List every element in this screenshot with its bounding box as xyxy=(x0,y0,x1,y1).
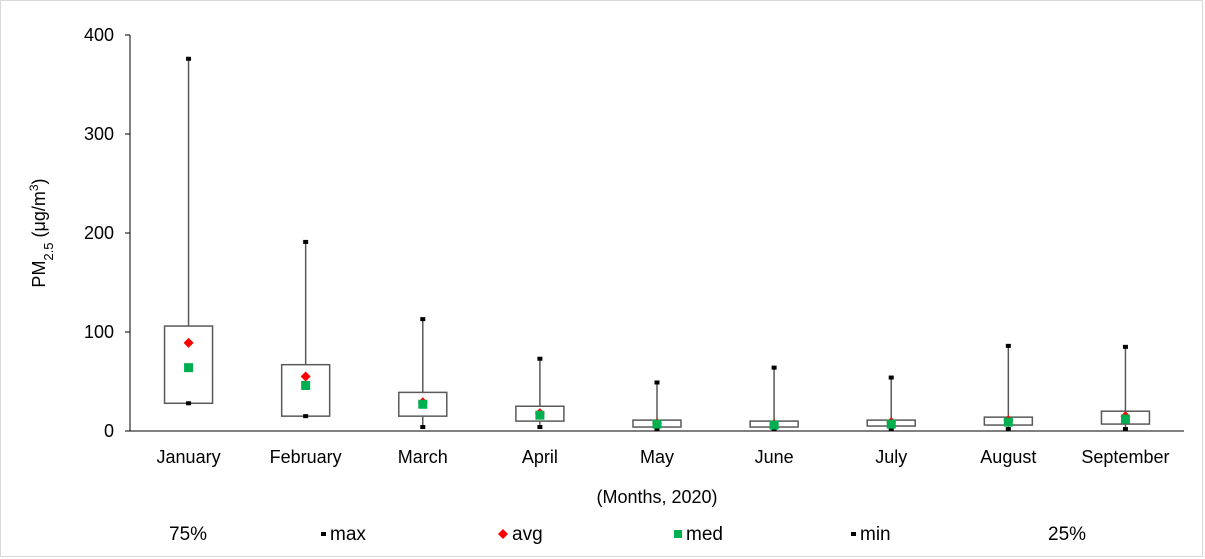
y-axis-title-unit: (μg/m xyxy=(29,191,49,242)
x-tick-label: August xyxy=(980,447,1036,467)
legend-label: 75% xyxy=(169,524,207,545)
max-marker xyxy=(303,239,309,244)
max-marker xyxy=(186,56,192,61)
box-april xyxy=(515,356,565,430)
box-january xyxy=(163,56,214,406)
box-june xyxy=(749,365,799,432)
x-tick-label: March xyxy=(398,447,448,467)
y-tick-label: 300 xyxy=(84,124,114,144)
min-marker xyxy=(1005,427,1011,432)
med-marker xyxy=(1120,414,1130,424)
x-tick-label: February xyxy=(270,447,342,467)
med-marker xyxy=(184,363,194,373)
max-marker xyxy=(420,317,426,322)
legend-label: 25% xyxy=(1048,524,1086,545)
y-axis-title: PM2.5 (μg/m3) xyxy=(27,178,56,287)
med-marker xyxy=(535,410,545,420)
box-september xyxy=(1100,344,1151,432)
box-july xyxy=(866,375,916,432)
legend-item-max: max xyxy=(321,524,366,545)
legend-label: avg xyxy=(512,524,543,545)
box-march xyxy=(398,317,448,430)
med-marker xyxy=(1003,417,1013,427)
max-marker xyxy=(654,380,660,385)
box-august xyxy=(983,343,1034,432)
avg-marker xyxy=(183,337,194,348)
y-tick-label: 100 xyxy=(84,322,114,342)
max-marker xyxy=(888,375,894,380)
med-marker xyxy=(418,399,428,409)
min-marker xyxy=(303,414,309,419)
min-marker xyxy=(654,427,660,432)
box-may xyxy=(632,380,682,432)
legend-square-marker xyxy=(674,530,682,538)
x-tick-label: January xyxy=(157,447,221,467)
legend-item-min: min xyxy=(851,524,891,545)
y-tick-label: 400 xyxy=(84,25,114,45)
med-marker xyxy=(769,420,779,430)
y-tick-label: 200 xyxy=(84,223,114,243)
max-marker xyxy=(771,365,777,370)
min-marker xyxy=(420,425,426,430)
y-axis-title-subscript: 2.5 xyxy=(41,242,56,260)
avg-marker xyxy=(300,371,311,382)
y-axis-title-base: PM xyxy=(29,261,49,288)
legend-label: min xyxy=(860,524,891,545)
max-marker xyxy=(1122,344,1128,349)
min-marker xyxy=(537,425,543,430)
min-marker xyxy=(1122,427,1128,432)
x-tick-label: September xyxy=(1081,447,1169,467)
legend-item-avg: avg xyxy=(498,524,543,545)
x-tick-label: July xyxy=(875,447,907,467)
min-marker xyxy=(186,401,192,406)
x-tick-label: April xyxy=(522,447,558,467)
max-marker xyxy=(537,356,543,361)
legend-label: max xyxy=(330,524,366,545)
legend-dash-marker xyxy=(321,532,326,536)
legend-item-med: med xyxy=(674,524,723,545)
min-marker xyxy=(888,427,894,432)
x-tick-label: June xyxy=(755,447,794,467)
y-axis-title-unit-end: ) xyxy=(29,178,49,184)
legend-item-q3: 75% xyxy=(169,524,207,545)
legend-item-q1: 25% xyxy=(1048,524,1086,545)
x-tick-label: May xyxy=(640,447,674,467)
y-tick-label: 0 xyxy=(104,421,114,441)
med-marker xyxy=(652,419,662,429)
legend-diamond-marker xyxy=(498,529,508,539)
max-marker xyxy=(1005,343,1011,348)
legend-label: med xyxy=(686,524,723,545)
y-axis-title-superscript: 3 xyxy=(27,184,41,191)
med-marker xyxy=(886,419,896,429)
x-axis-title: (Months, 2020) xyxy=(596,487,717,507)
box-february xyxy=(280,239,331,419)
legend-dash-marker xyxy=(851,532,856,536)
med-marker xyxy=(301,380,311,390)
